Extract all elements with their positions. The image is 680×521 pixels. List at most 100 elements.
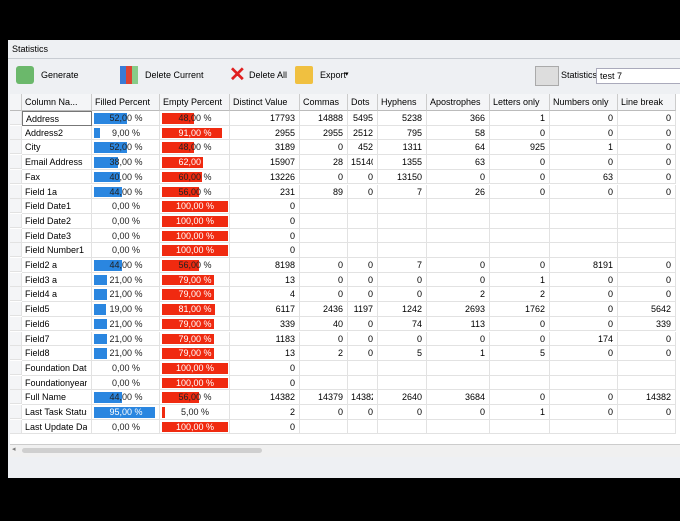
cell: 2 (490, 287, 550, 303)
cell: 1762 (490, 302, 550, 317)
cell-text: 0 (367, 333, 373, 344)
cell (300, 360, 348, 376)
cell: 0 (230, 199, 300, 214)
cell-text: 89 (332, 186, 343, 197)
cell-text: 113 (470, 318, 485, 329)
empty-bar (162, 215, 228, 227)
cell: 0 (618, 184, 676, 200)
cell: 1311 (378, 140, 427, 156)
percent-label: 100,00 % (175, 245, 215, 256)
cell: 1183 (230, 331, 300, 347)
row-selector (10, 375, 22, 390)
cell: Field4 a (22, 287, 92, 303)
scroll-left[interactable]: ◂ (12, 446, 16, 453)
cell-text: 0 (665, 348, 671, 359)
cell: 40 (300, 316, 348, 332)
cell: 0 (378, 331, 427, 347)
generate-button[interactable]: Generate Statistics (16, 63, 116, 104)
row-selector (10, 169, 22, 184)
cell: 0 (550, 302, 618, 317)
export-button[interactable]: Export ▾ (295, 63, 355, 87)
percent-label: 38,00 % (109, 157, 143, 168)
empty-bar (162, 289, 215, 301)
statistics-input[interactable]: test 7 (596, 68, 680, 84)
empty-bar (162, 318, 215, 330)
cell-text: Field6 (25, 318, 50, 329)
cell: 79,00 % (160, 287, 230, 303)
row-selector (10, 155, 22, 170)
cell: 0 (300, 405, 348, 420)
cell-text: 2955 (274, 127, 295, 138)
cell: 60,00 % (160, 169, 230, 185)
cell-text: 2955 (322, 127, 343, 138)
icon (535, 66, 559, 86)
cell (378, 213, 427, 229)
cell: 0 (618, 111, 676, 126)
cell-text: 0 (607, 274, 613, 285)
cell: 52,00 % (92, 140, 160, 156)
cell: 79,00 % (160, 316, 230, 332)
cell-text: 17793 (269, 113, 295, 123)
empty-bar (162, 392, 199, 403)
cell-text: 63 (602, 171, 613, 182)
cell-text: 0 (337, 274, 343, 285)
cell (378, 199, 427, 214)
cell-text: 5 (416, 348, 422, 359)
cell: 0 (348, 272, 378, 288)
cell-text: 339 (279, 318, 295, 329)
cell: 1242 (378, 302, 427, 317)
delete-current-button[interactable]: Delete Current Stats (120, 63, 225, 104)
cell (490, 375, 550, 391)
cell: 3189 (230, 140, 300, 156)
cell: Field6 (22, 316, 92, 332)
column-header: Numbers only (550, 94, 618, 111)
filled-bar (94, 171, 120, 183)
cell: 21,00 % (92, 346, 160, 361)
filled-bar (94, 274, 108, 286)
cell-text: 8191 (592, 260, 613, 270)
cell: 0 (490, 125, 550, 141)
filled-bar (94, 333, 108, 345)
cell (300, 213, 348, 229)
cell: 100,00 % (160, 360, 230, 376)
cell-text: 15907 (269, 157, 295, 168)
percent-label: 100,00 % (175, 362, 215, 373)
cell: 0 (550, 272, 618, 288)
cell-text: 1311 (402, 142, 422, 153)
cell-text: 0 (607, 289, 613, 300)
cell: 0 (618, 169, 676, 185)
cell-text: 2436 (322, 304, 343, 315)
scroll-thumb[interactable] (22, 448, 262, 453)
cell-text: 0 (539, 157, 545, 168)
horizontal-scrollbar[interactable]: ◂ (10, 444, 680, 457)
cell: Field5 (22, 302, 92, 317)
cell: 113 (427, 316, 490, 332)
cell: Fax (22, 169, 92, 185)
cell-text: 13226 (269, 171, 295, 182)
cell-text: 366 (469, 113, 485, 123)
delete-all-button[interactable]: ✕ Delete All (229, 63, 289, 87)
cell-text: 1197 (353, 304, 373, 315)
percent-label: 100,00 % (175, 421, 215, 432)
cell: 6117 (230, 302, 300, 317)
cell: 339 (230, 316, 300, 332)
cell: 0 (490, 316, 550, 332)
percent-label: 79,00 % (178, 333, 212, 344)
cell-text: 14382 (645, 392, 671, 403)
cell (550, 228, 618, 244)
cell-text: 13 (284, 348, 295, 359)
cell: 9,00 % (92, 125, 160, 141)
cell-text: Foundation Date (25, 362, 87, 373)
percent-label: 56,00 % (178, 186, 212, 197)
cell (490, 243, 550, 258)
row-selector (10, 199, 22, 214)
cell: 0,00 % (92, 360, 160, 376)
cell-text: Field4 a (25, 289, 58, 300)
cell: 79,00 % (160, 346, 230, 361)
cell: Field7 (22, 331, 92, 347)
cell-text: Field2 a (25, 260, 58, 270)
cell: 44,00 % (92, 390, 160, 405)
percent-label: 52,00 % (109, 142, 143, 153)
percent-label: 56,00 % (178, 260, 212, 270)
empty-bar (162, 245, 228, 256)
